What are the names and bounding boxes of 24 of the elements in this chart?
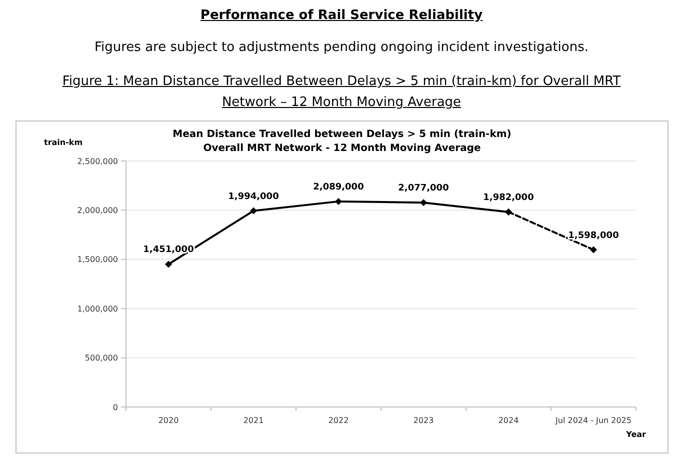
x-tick-label: 2021 bbox=[243, 416, 264, 425]
y-tick-label: 1,000,000 bbox=[77, 304, 118, 314]
y-tick-label: 0 bbox=[112, 402, 118, 412]
x-tick-label: Jul 2024 - Jun 2025 bbox=[554, 416, 632, 425]
y-tick-label: 2,000,000 bbox=[77, 206, 118, 215]
x-axis-title: Year bbox=[625, 430, 646, 439]
caption: Figure 1: Mean Distance Travelled Between Delays > 5 min (train-km) for Overall MRT Network – 12 Month Moving Average bbox=[61, 73, 622, 112]
y-axis-title: train-km bbox=[44, 138, 83, 147]
text: Performance of Rail Service Reliability bbox=[199, 8, 484, 23]
chart-subtitle: Overall MRT Network - 12 Month Moving Average bbox=[203, 143, 482, 154]
y-tick-label: 2,500,000 bbox=[77, 156, 118, 166]
text: Figures are subject to adjustments pending ongoing incident investigations. bbox=[93, 40, 590, 55]
data-label: 2,077,000 bbox=[398, 184, 449, 194]
data-label: 1,982,000 bbox=[483, 192, 534, 203]
x-tick-label: 2024 bbox=[498, 416, 519, 425]
y-tick-label: 500,000 bbox=[84, 354, 118, 363]
chart-title: Mean Distance Travelled between Delays > 5 min (train-km) bbox=[172, 129, 512, 140]
x-tick-label: 2023 bbox=[413, 416, 434, 425]
y-tick-label: 1,500,000 bbox=[77, 255, 118, 264]
data-label: 2,089,000 bbox=[313, 182, 364, 192]
x-tick-label: 2022 bbox=[328, 416, 349, 425]
x-tick-label: 2020 bbox=[158, 416, 179, 425]
data-label: 1,994,000 bbox=[228, 192, 279, 202]
data-label: 1,598,000 bbox=[568, 230, 619, 241]
